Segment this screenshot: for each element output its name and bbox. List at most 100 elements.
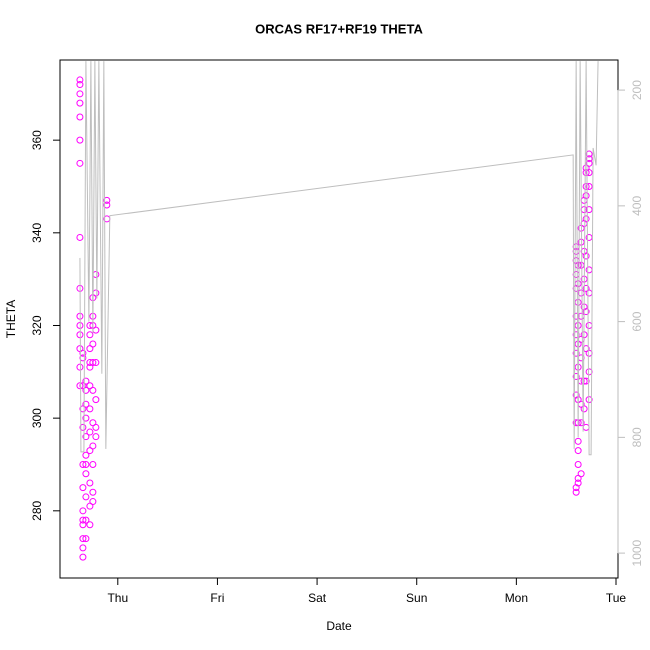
data-point — [82, 414, 90, 422]
data-point — [574, 298, 582, 306]
data-point — [92, 326, 100, 334]
data-point — [89, 498, 97, 506]
data-point — [82, 433, 90, 441]
data-point — [86, 521, 94, 529]
data-point — [574, 460, 582, 468]
data-point — [76, 99, 84, 107]
data-point — [580, 405, 588, 413]
data-point — [572, 419, 580, 427]
data-point — [76, 136, 84, 144]
data-point — [82, 470, 90, 478]
data-point — [585, 182, 593, 190]
data-point — [92, 433, 100, 441]
data-point — [89, 488, 97, 496]
data-point — [76, 76, 84, 84]
data-point — [86, 405, 94, 413]
data-point — [79, 423, 87, 431]
data-point — [582, 215, 590, 223]
data-point — [82, 386, 90, 394]
data-point — [574, 479, 582, 487]
plot-frame — [59, 59, 619, 579]
data-point — [585, 349, 593, 357]
data-point — [574, 321, 582, 329]
data-point — [76, 363, 84, 371]
data-point — [86, 331, 94, 339]
y-tick-label: 340 — [30, 222, 44, 242]
data-point — [103, 201, 111, 209]
data-point — [92, 359, 100, 367]
data-point — [582, 182, 590, 190]
data-point — [79, 507, 87, 515]
data-point — [82, 460, 90, 468]
data-point — [89, 359, 97, 367]
data-point — [585, 159, 593, 167]
data-point — [580, 377, 588, 385]
data-point — [92, 423, 100, 431]
data-point — [86, 479, 94, 487]
x-axis-label: Date — [326, 619, 352, 633]
data-point — [89, 340, 97, 348]
y2-tick-label: 1000 — [630, 539, 644, 566]
y2-tick-label: 800 — [630, 427, 644, 447]
data-point — [89, 386, 97, 394]
data-point — [572, 372, 580, 380]
x-tick-label: Sat — [308, 591, 327, 605]
data-point — [572, 349, 580, 357]
data-point — [572, 484, 580, 492]
x-tick-label: Mon — [505, 591, 528, 605]
data-point — [76, 113, 84, 121]
data-point — [89, 442, 97, 450]
data-line — [79, 61, 599, 456]
data-point — [82, 377, 90, 385]
y2-tick-label: 200 — [630, 80, 644, 100]
data-point — [582, 169, 590, 177]
data-point — [79, 460, 87, 468]
y-tick-label: 320 — [30, 315, 44, 335]
plot-area — [76, 61, 599, 561]
data-point — [79, 553, 87, 561]
data-point — [572, 488, 580, 496]
data-point — [574, 437, 582, 445]
data-point — [585, 155, 593, 163]
x-tick-label: Sun — [406, 591, 427, 605]
x-tick-label: Thu — [107, 591, 128, 605]
data-point — [79, 484, 87, 492]
data-point — [92, 396, 100, 404]
y2-tick-label: 600 — [630, 311, 644, 331]
data-point — [92, 289, 100, 297]
x-tick-label: Fri — [210, 591, 224, 605]
data-point — [79, 516, 87, 524]
data-point — [76, 233, 84, 241]
data-point — [582, 192, 590, 200]
data-point — [76, 159, 84, 167]
data-point — [82, 451, 90, 459]
y-tick-label: 280 — [30, 500, 44, 520]
data-point — [585, 169, 593, 177]
chart-title: ORCAS RF17+RF19 THETA — [255, 21, 423, 36]
data-point — [585, 150, 593, 158]
data-point — [577, 470, 585, 478]
data-point — [76, 81, 84, 89]
data-point — [585, 321, 593, 329]
y-tick-label: 300 — [30, 408, 44, 428]
data-point — [585, 266, 593, 274]
data-point — [582, 423, 590, 431]
data-point — [82, 516, 90, 524]
data-point — [79, 349, 87, 357]
y-tick-label: 360 — [30, 130, 44, 150]
data-point — [79, 544, 87, 552]
y-axis-label: THETA — [4, 300, 18, 338]
data-point — [103, 196, 111, 204]
data-point — [89, 460, 97, 468]
x-tick-label: Tue — [606, 591, 627, 605]
data-point — [582, 308, 590, 316]
data-point — [82, 493, 90, 501]
data-point — [585, 206, 593, 214]
data-point — [82, 400, 90, 408]
data-point — [574, 447, 582, 455]
data-point — [582, 252, 590, 260]
data-point — [572, 391, 580, 399]
data-point — [82, 535, 90, 543]
data-point — [76, 382, 84, 390]
